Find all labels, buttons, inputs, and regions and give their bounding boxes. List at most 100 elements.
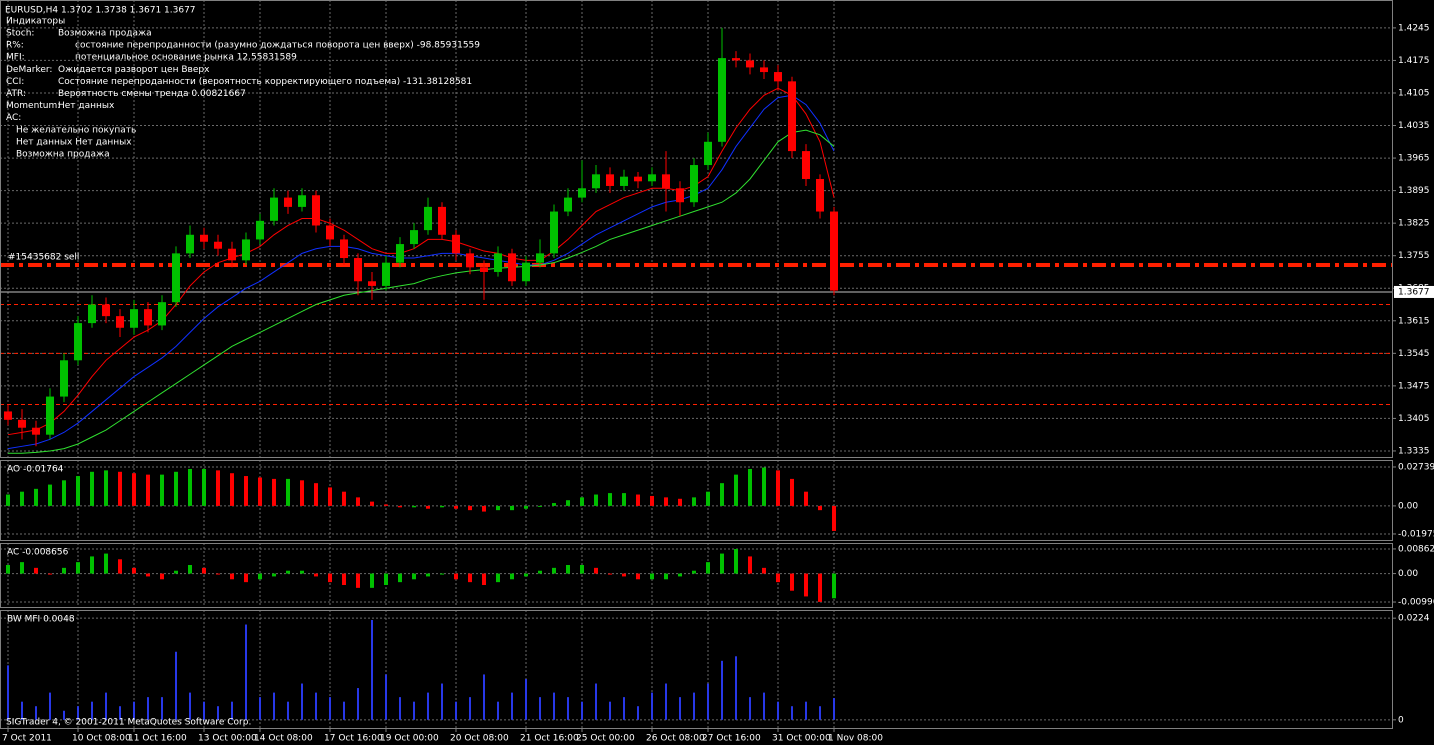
x-tick-label: 1 Nov 08:00 <box>828 734 883 744</box>
price-box <box>1394 285 1434 298</box>
mfi-bar <box>245 624 247 720</box>
candle-body <box>788 81 796 152</box>
mfi-bar <box>147 697 149 720</box>
candle-body <box>270 197 278 221</box>
mfi-bar <box>413 701 415 720</box>
histogram-bar <box>272 478 276 506</box>
y-tick-label: 1.4105 <box>1398 88 1430 98</box>
histogram-bar <box>244 476 248 506</box>
info-text: Нет данных <box>58 101 115 111</box>
mfi-bar <box>91 701 93 720</box>
mfi-bar <box>777 701 779 720</box>
x-tick-label: 7 Oct 2011 <box>2 734 52 744</box>
candle-body <box>760 67 768 73</box>
mfi-bar <box>749 697 751 720</box>
mfi-bar <box>651 692 653 720</box>
candle-body <box>326 225 334 240</box>
histogram-bar <box>384 504 388 506</box>
info-label: Momentum: <box>6 101 60 111</box>
candle-body <box>508 253 516 282</box>
histogram-bar <box>692 570 696 574</box>
y-tick-label: 1.3545 <box>1398 349 1430 359</box>
histogram-bar <box>790 478 794 506</box>
histogram-bar <box>6 565 10 574</box>
mfi-bar <box>161 697 163 720</box>
histogram-bar <box>664 573 668 580</box>
histogram-bar <box>62 480 66 506</box>
candle-body <box>256 220 264 240</box>
y-tick-label: 0.00 <box>1398 569 1418 579</box>
info-text: Вероятность смены тренда 0.00821667 <box>58 89 246 99</box>
histogram-bar <box>202 567 206 574</box>
plot <box>0 27 1392 720</box>
histogram-bar <box>566 500 570 506</box>
mfi-bar <box>623 697 625 720</box>
histogram-bar <box>370 573 374 588</box>
histogram-bar <box>342 573 346 585</box>
x-tick-label: 31 Oct 00:00 <box>772 734 831 744</box>
mfi-bar <box>539 697 541 720</box>
mfi-bar <box>833 698 835 720</box>
mfi-bar <box>63 710 65 720</box>
histogram-bar <box>34 567 38 574</box>
candle-body <box>522 262 530 282</box>
mfi-bar <box>273 692 275 720</box>
panel-title: BW MFI 0.0048 <box>7 615 75 625</box>
mfi-bar <box>819 706 821 720</box>
candle-body <box>592 174 600 189</box>
histogram-bar <box>748 468 752 506</box>
info-text: Ожидается разворот цен Вверх <box>58 65 210 75</box>
candle-body <box>18 419 26 428</box>
mfi-bar <box>21 701 23 720</box>
histogram-bar <box>552 503 556 506</box>
candle-body <box>704 141 712 166</box>
x-tick-label: 26 Oct 08:00 <box>646 734 705 744</box>
y-tick-label: 1.3965 <box>1398 154 1430 164</box>
mfi-bar <box>665 683 667 720</box>
x-tick-label: 13 Oct 00:00 <box>198 734 257 744</box>
histogram-bar <box>804 491 808 506</box>
info-text: Состояние перепроданности (вероятность к… <box>58 77 472 87</box>
mfi-bar <box>483 674 485 720</box>
histogram-bar <box>664 497 668 506</box>
histogram-bar <box>398 505 402 508</box>
histogram-bar <box>286 478 290 506</box>
mfi-bar <box>553 692 555 720</box>
candle-body <box>214 241 222 249</box>
histogram-bar <box>678 573 682 577</box>
mfi-bar <box>707 683 709 720</box>
candle-body <box>648 174 656 182</box>
histogram-bar <box>398 573 402 583</box>
mfi-bar <box>525 678 527 720</box>
frame <box>0 0 1393 729</box>
mfi-bar <box>175 651 177 720</box>
histogram-bar <box>216 470 220 506</box>
y-tick-label: 0.02739 <box>1398 462 1434 472</box>
candle-body <box>802 151 810 179</box>
candle-body <box>200 234 208 242</box>
histogram-bar <box>538 570 542 574</box>
info-text: потенциальное основание рынка 12.5583158… <box>75 53 297 63</box>
histogram-bar <box>132 473 136 506</box>
mfi-bar <box>609 701 611 720</box>
histogram-bar <box>650 573 654 580</box>
candle-body <box>494 253 502 272</box>
candle-body <box>228 248 236 261</box>
info-title: Индикаторы <box>6 17 65 27</box>
histogram-bar <box>146 474 150 506</box>
x-tick-label: 20 Oct 08:00 <box>450 734 509 744</box>
histogram-bar <box>776 573 780 583</box>
mfi-panel-border <box>0 610 1393 729</box>
histogram-bar <box>314 483 318 506</box>
x-tick-label: 14 Oct 08:00 <box>254 734 313 744</box>
histogram-bar <box>62 567 66 574</box>
order-label: #15435682 sell <box>8 252 79 262</box>
histogram-bar <box>650 495 654 506</box>
info-note: Нет данных Нет данных <box>16 138 132 148</box>
symbol-header: EURUSD,H4 1.3702 1.3738 1.3671 1.3677 <box>5 6 196 16</box>
candle-body <box>662 174 670 189</box>
histogram-bar <box>636 494 640 506</box>
histogram-bar <box>48 573 52 575</box>
histogram-bar <box>594 567 598 574</box>
